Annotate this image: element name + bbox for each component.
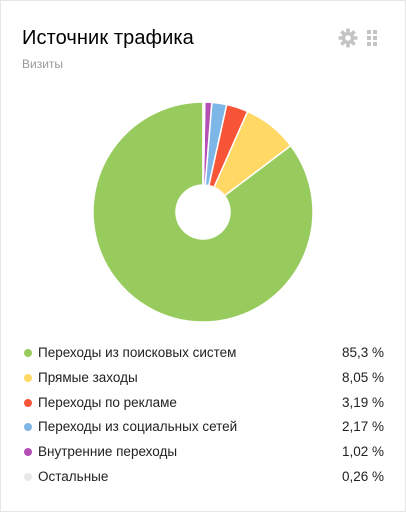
legend-label: Прямые заходы: [38, 369, 138, 385]
legend-item[interactable]: Переходы из поисковых систем 85,3 %: [22, 341, 384, 366]
legend-label: Остальные: [38, 468, 109, 484]
legend-label: Переходы по рекламе: [38, 394, 177, 410]
legend-value: 0,26 %: [341, 468, 384, 484]
legend-color-dot: [24, 373, 32, 382]
pie-slice-1[interactable]: [92, 101, 314, 323]
legend-label: Переходы из социальных сетей: [38, 419, 238, 435]
legend-value: 8,05 %: [341, 369, 384, 385]
chart-legend: Переходы из поисковых систем 85,3 % Прямые…: [22, 341, 384, 490]
legend-item[interactable]: Переходы по рекламе 3,19 %: [22, 391, 384, 416]
legend-value: 85,3 %: [341, 345, 384, 360]
drag-handle-icon[interactable]: [365, 29, 379, 47]
pie-slice-6[interactable]: [202, 101, 206, 186]
traffic-donut-chart: [92, 101, 314, 323]
gear-icon[interactable]: [337, 27, 359, 49]
legend-item[interactable]: Внутренние переходы 1,02 %: [22, 440, 384, 465]
legend-color-dot: [24, 398, 32, 407]
widget-title: Источник трафика: [22, 27, 194, 49]
widget-subtitle: Визиты: [22, 57, 64, 71]
legend-value: 2,17 %: [341, 419, 384, 435]
legend-item[interactable]: Остальные 0,26 %: [22, 465, 384, 490]
legend-color-dot: [24, 448, 32, 457]
legend-value: 3,19 %: [341, 394, 384, 410]
legend-color-dot: [24, 423, 32, 432]
legend-color-dot: [24, 472, 32, 481]
legend-label: Внутренние переходы: [38, 444, 178, 460]
legend-color-dot: [24, 349, 32, 357]
legend-item[interactable]: Переходы из социальных сетей 2,17 %: [22, 415, 384, 440]
legend-item[interactable]: Прямые заходы 8,05 %: [22, 366, 384, 391]
legend-label: Переходы из поисковых систем: [38, 345, 237, 360]
legend-value: 1,02 %: [341, 444, 384, 460]
